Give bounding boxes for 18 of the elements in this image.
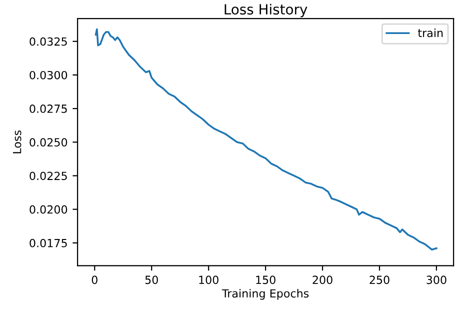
y-tick-label: 0.0175 — [30, 238, 67, 248]
y-tick-label: 0.0275 — [30, 104, 67, 113]
x-tick-label: 0 — [92, 276, 98, 284]
x-tick-label: 250 — [370, 276, 390, 284]
y-tick-label: 0.0250 — [30, 138, 68, 147]
chart-title: Loss History — [224, 4, 308, 18]
x-tick-label: 100 — [199, 276, 218, 284]
legend-label: train — [418, 28, 443, 38]
x-tick-label: 200 — [312, 276, 332, 284]
x-axis-title: Training Epochs — [222, 288, 309, 300]
x-tick-label: 50 — [145, 276, 158, 284]
y-axis-title: Loss — [12, 130, 22, 154]
x-tick-label: 300 — [426, 276, 446, 284]
y-tick-label: 0.0225 — [30, 172, 67, 180]
x-tick-label: 150 — [256, 276, 276, 284]
y-tick-label: 0.0200 — [30, 205, 68, 214]
y-tick-label: 0.0300 — [30, 70, 68, 80]
y-tick-label: 0.0325 — [30, 37, 67, 46]
